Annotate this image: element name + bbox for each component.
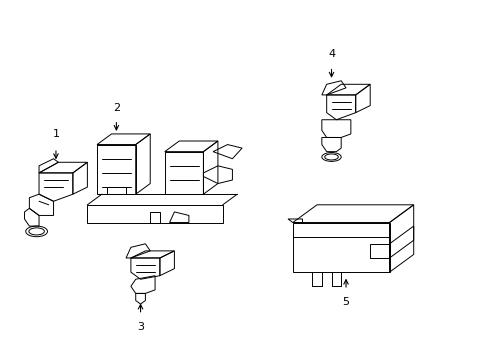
- Text: 4: 4: [327, 49, 334, 59]
- Text: 2: 2: [113, 103, 120, 113]
- Text: 1: 1: [52, 129, 60, 139]
- Text: 5: 5: [342, 297, 349, 307]
- Text: 3: 3: [137, 322, 144, 332]
